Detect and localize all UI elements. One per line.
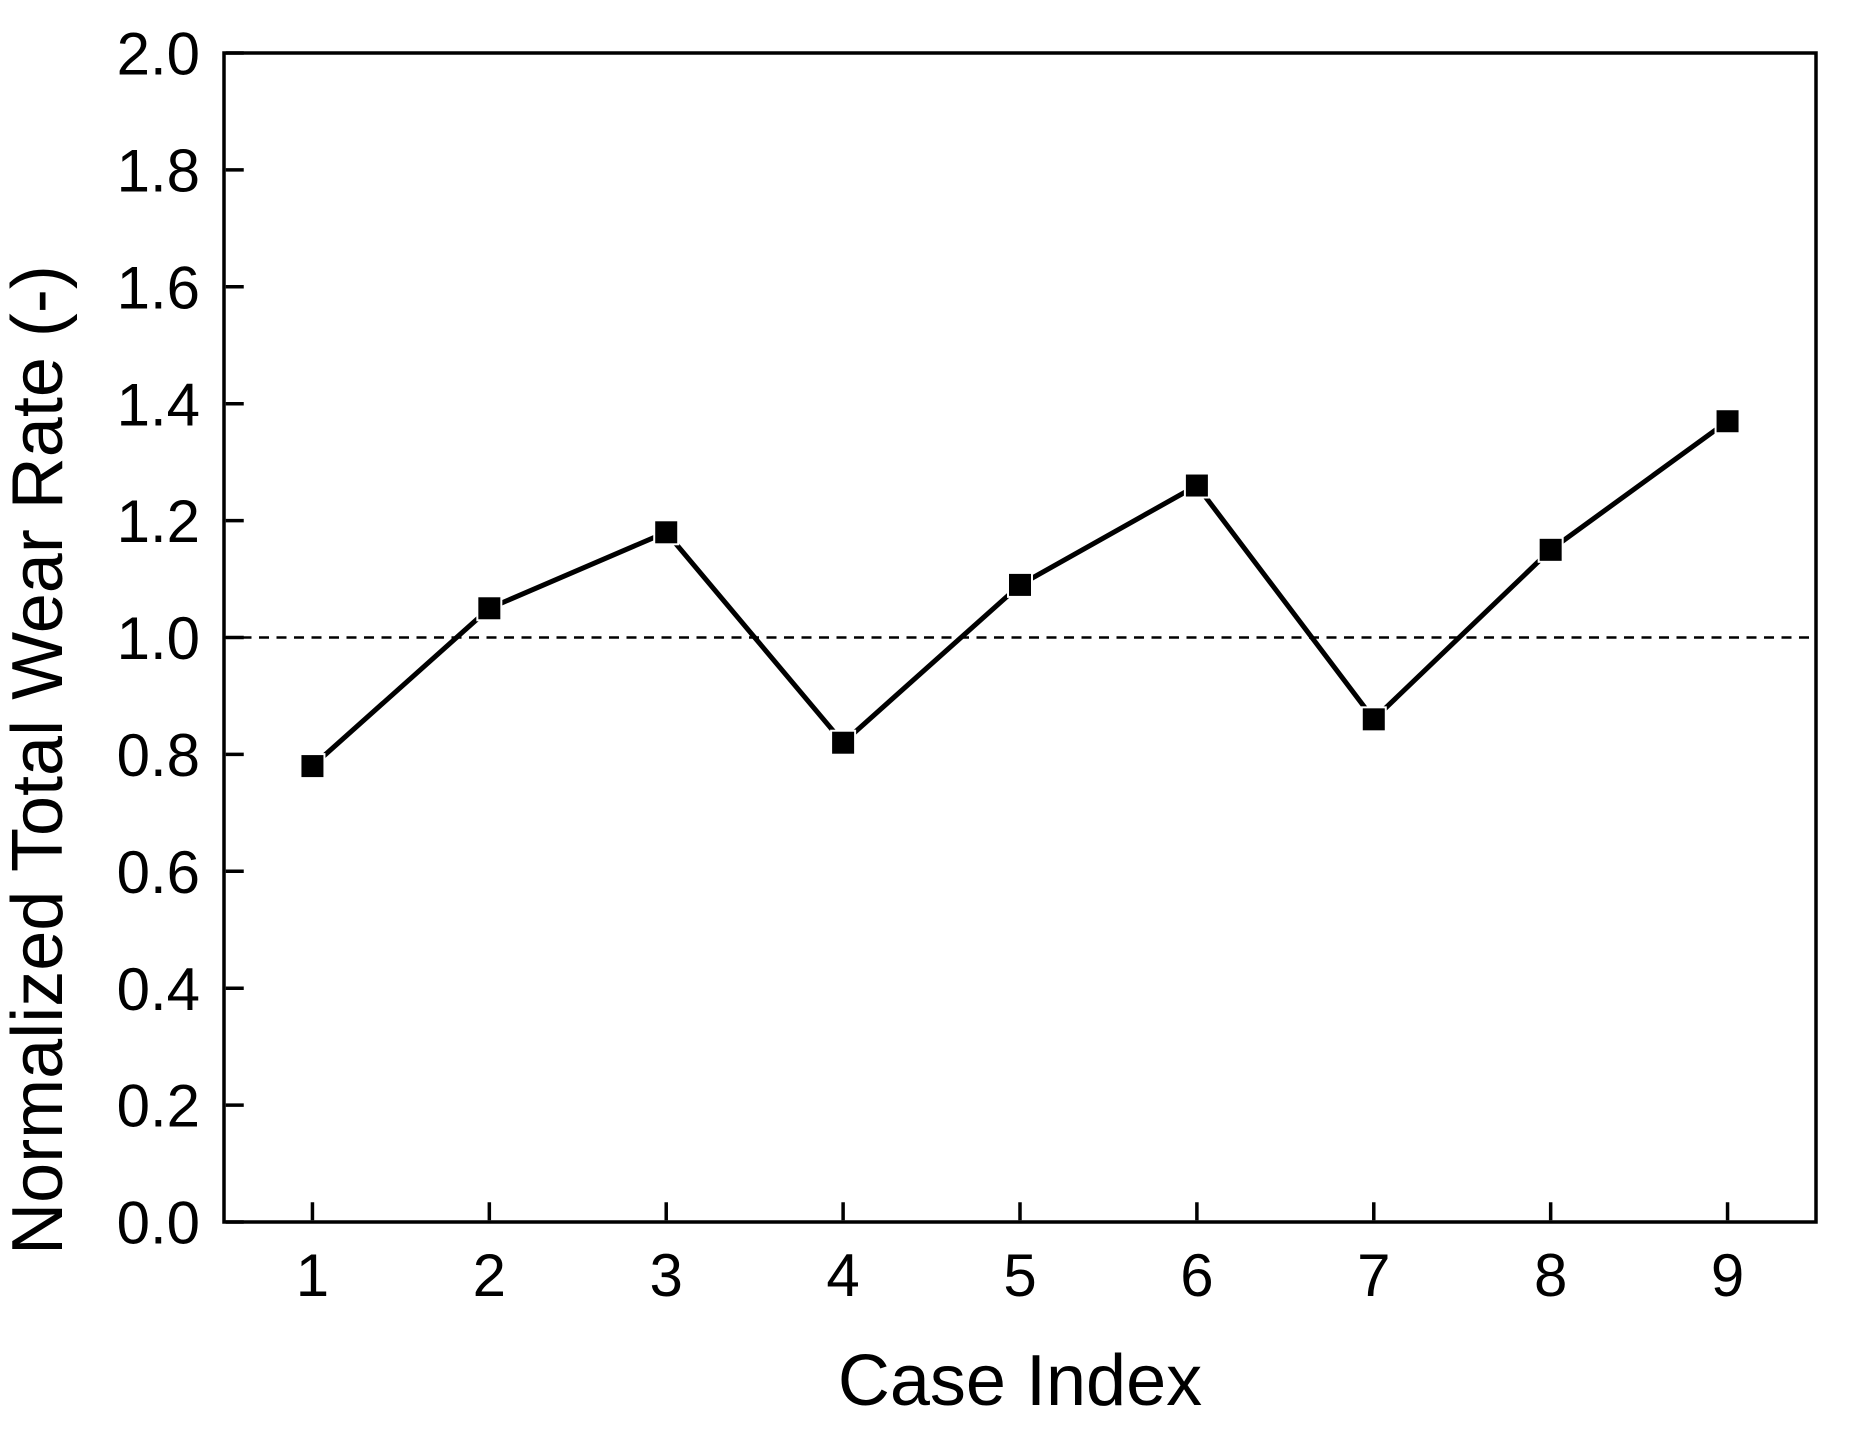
x-tick-label: 9	[1711, 1242, 1744, 1309]
x-tick-label: 4	[826, 1242, 859, 1309]
plot-border-group	[222, 51, 1818, 1224]
data-point-marker	[1714, 408, 1741, 435]
x-tick-label: 1	[296, 1242, 329, 1309]
x-tick-label: 6	[1180, 1242, 1213, 1309]
x-tick-label: 3	[650, 1242, 683, 1309]
y-tick-label: 0.8	[117, 722, 200, 789]
y-tick-label: 1.6	[117, 254, 200, 321]
y-tick-label: 1.0	[117, 605, 200, 672]
data-point-marker	[1007, 571, 1033, 598]
y-tick-label: 0.6	[117, 839, 200, 906]
x-axis-title: Case Index	[838, 1341, 1202, 1421]
x-tick-label: 2	[473, 1242, 506, 1309]
y-tick-label: 1.4	[117, 371, 200, 438]
y-tick-label: 0.0	[117, 1190, 200, 1257]
tick-labels-group: 0.0 0.2 0.4 0.6 0.8 1.0 1.2 1.4 1.6 1.8 2.0 1 2 3 4 5 6 7…	[117, 21, 1745, 1309]
data-point-marker	[653, 519, 680, 546]
x-tick-label: 7	[1357, 1242, 1390, 1309]
y-tick-label: 0.4	[117, 956, 200, 1023]
data-point-marker	[1537, 536, 1564, 563]
data-point-marker	[476, 595, 503, 622]
y-axis-title: Normalized Total Wear Rate (-)	[0, 265, 78, 1255]
data-point-marker	[1360, 706, 1387, 733]
y-tick-label: 1.8	[117, 138, 200, 205]
y-tick-label: 2.0	[117, 21, 200, 88]
data-point-marker	[830, 729, 857, 756]
data-series-group	[299, 408, 1741, 780]
y-tick-label: 0.2	[117, 1073, 200, 1140]
data-point-marker	[299, 753, 326, 780]
y-tick-label: 1.2	[117, 488, 200, 555]
x-tick-label: 8	[1534, 1242, 1567, 1309]
data-point-marker	[1183, 472, 1210, 499]
x-tick-label: 5	[1003, 1242, 1036, 1309]
plot-border	[222, 51, 1818, 1224]
